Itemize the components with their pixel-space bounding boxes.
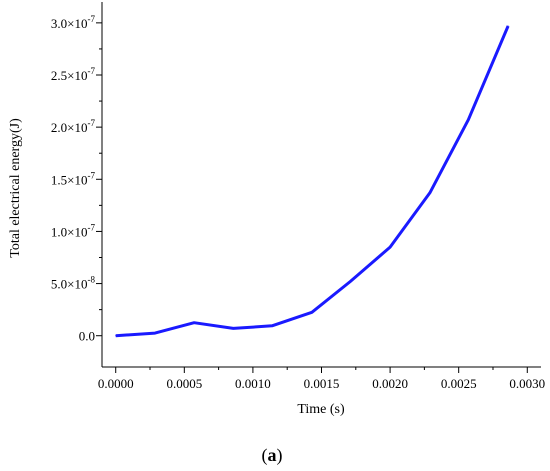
y-axis-label: Total electrical energy(J) xyxy=(8,118,23,258)
data-point xyxy=(193,322,195,324)
data-point xyxy=(349,280,351,282)
data-point xyxy=(389,246,391,248)
y-tick-label: 3.0×10-7 xyxy=(51,14,96,31)
axes-frame xyxy=(101,2,541,368)
x-tick-label: 0.0000 xyxy=(98,376,134,391)
y-tick-label: 1.5×10-7 xyxy=(51,170,96,187)
y-tick-label: 5.0×10-8 xyxy=(51,275,96,292)
figure-caption: (a) xyxy=(262,445,283,466)
data-point xyxy=(232,327,234,329)
x-tick-label: 0.0010 xyxy=(235,376,271,391)
x-tick-label: 0.0020 xyxy=(372,376,408,391)
y-tick-label: 1.0×10-7 xyxy=(51,222,96,239)
x-tick-label: 0.0025 xyxy=(441,376,477,391)
series-line xyxy=(115,25,510,338)
data-point xyxy=(115,335,117,337)
x-tick-label: 0.0005 xyxy=(166,376,202,391)
y-tick-label: 2.5×10-7 xyxy=(51,66,96,83)
x-tick-label: 0.0015 xyxy=(304,376,340,391)
y-tick-label: 2.0×10-7 xyxy=(51,118,96,135)
data-series xyxy=(115,25,510,338)
data-point xyxy=(271,325,273,327)
data-point xyxy=(429,192,431,194)
y-tick-label: 0.0 xyxy=(79,329,95,344)
data-point xyxy=(154,332,156,334)
data-point xyxy=(507,25,509,27)
data-point xyxy=(311,311,313,313)
x-axis-label: Time (s) xyxy=(297,402,345,417)
axis-ticks: 0.0000 0.0005 0.0010 0.0015 0.0020 0.0025 0.00… xyxy=(51,14,545,391)
x-tick-label: 0.0030 xyxy=(509,376,545,391)
data-point xyxy=(467,119,469,121)
